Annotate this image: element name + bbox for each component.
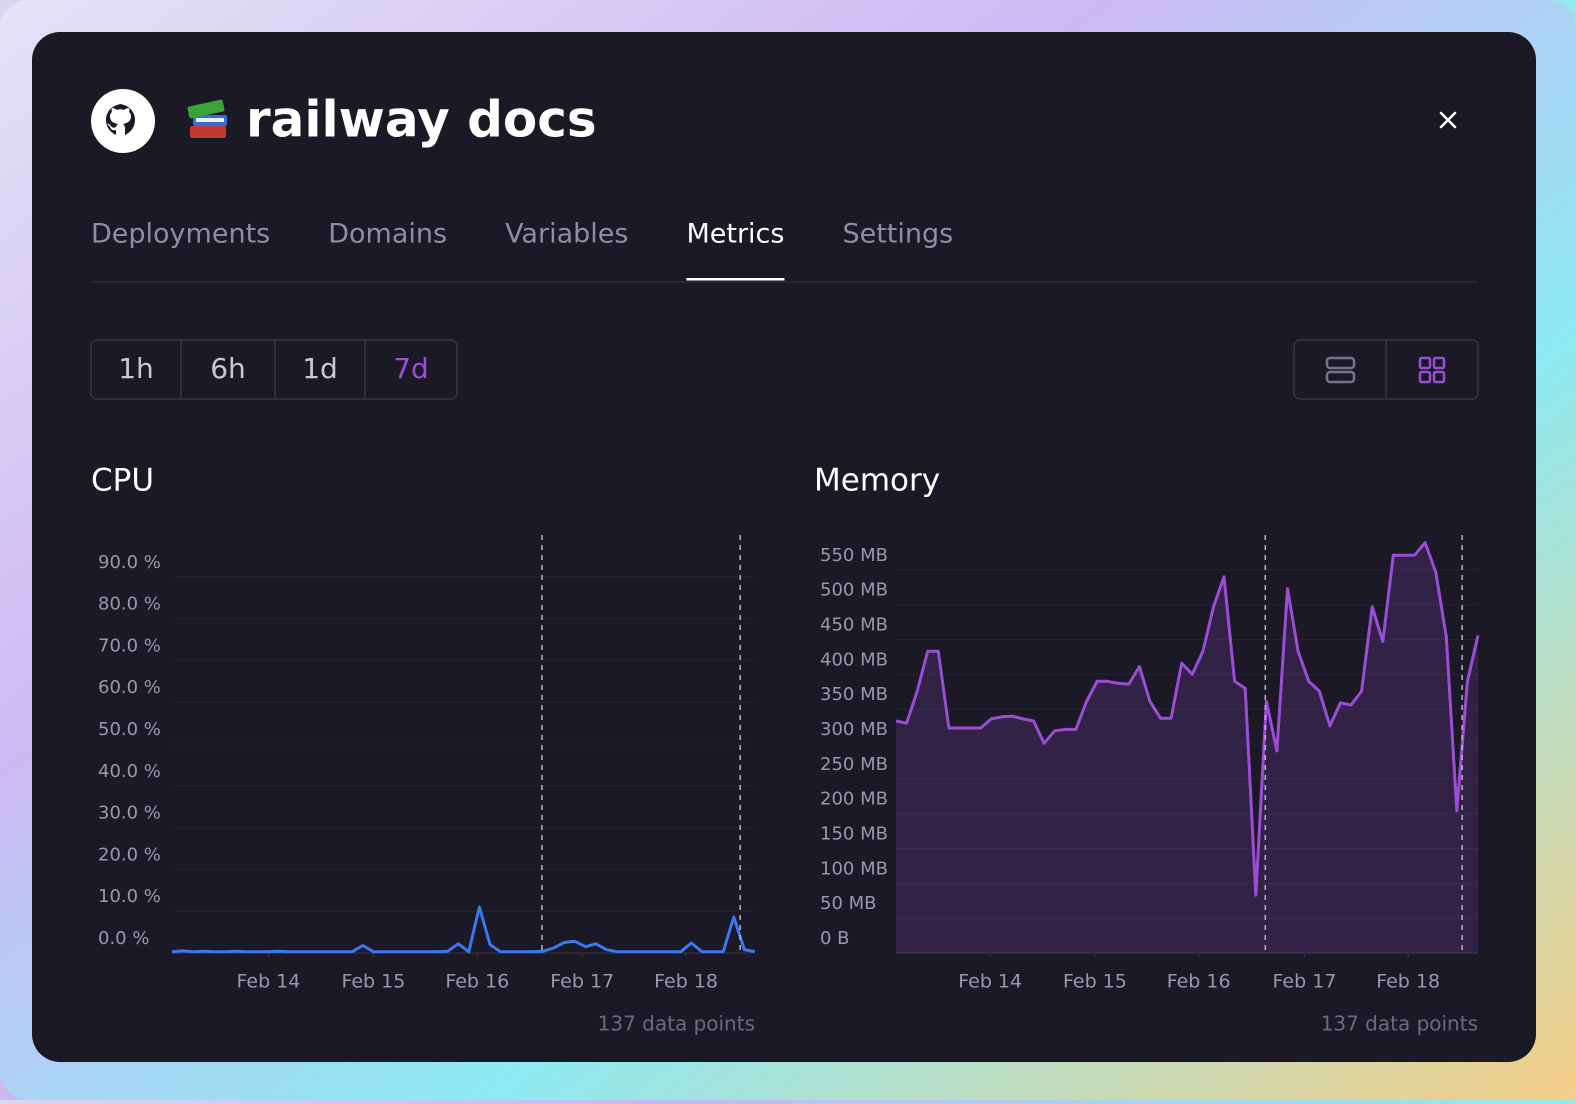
modal-card <box>32 32 1536 1062</box>
y-tick-label: 200 MB <box>820 789 888 810</box>
data-point-count: 137 data points <box>598 1012 755 1036</box>
area <box>896 542 1478 953</box>
y-tick-label: 0.0 % <box>98 928 149 949</box>
range-option[interactable]: 7d <box>393 352 429 385</box>
line <box>171 905 756 954</box>
tab[interactable]: Metrics <box>686 219 784 250</box>
x-tick-label: Feb 18 <box>654 971 718 993</box>
data-point-count: 137 data points <box>1321 1012 1478 1036</box>
x-tick-label: Feb 17 <box>550 971 614 993</box>
y-tick-label: 50.0 % <box>98 719 161 740</box>
y-tick-label: 70.0 % <box>98 635 161 656</box>
close-button[interactable] <box>1439 111 1457 129</box>
range-option[interactable]: 1h <box>118 352 154 385</box>
x-tick-label: Feb 17 <box>1273 971 1337 993</box>
y-tick-label: 550 MB <box>820 545 888 566</box>
y-tick-label: 250 MB <box>820 754 888 775</box>
y-tick-label: 90.0 % <box>98 552 161 573</box>
x-tick-label: Feb 14 <box>958 971 1022 993</box>
x-tick-label: Feb 16 <box>1167 971 1231 993</box>
github-icon <box>91 89 155 153</box>
range-option[interactable]: 1d <box>302 352 338 385</box>
y-tick-label: 400 MB <box>820 649 888 670</box>
range-option[interactable]: 6h <box>210 352 246 385</box>
y-tick-label: 20.0 % <box>98 844 161 865</box>
y-tick-label: 60.0 % <box>98 677 161 698</box>
y-tick-label: 300 MB <box>820 719 888 740</box>
y-tick-label: 0 B <box>820 928 850 949</box>
chart-title: CPU <box>91 463 154 499</box>
y-tick-label: 80.0 % <box>98 594 161 615</box>
x-tick-label: Feb 18 <box>1376 971 1440 993</box>
books-emoji <box>187 99 227 138</box>
y-tick-label: 150 MB <box>820 824 888 845</box>
layout-toggle <box>1293 339 1479 400</box>
tab-bar: Deployments Domains Variables Metrics Settin… <box>91 219 953 281</box>
service-title: railway docs <box>246 91 597 149</box>
active-tab-underline <box>686 278 785 281</box>
tab[interactable]: Settings <box>842 219 953 250</box>
grid-layout-button[interactable] <box>1418 356 1446 384</box>
x-tick-label: Feb 16 <box>445 971 509 993</box>
y-tick-label: 500 MB <box>820 580 888 601</box>
list-layout-button[interactable] <box>1325 356 1356 384</box>
x-tick-label: Feb 15 <box>1063 971 1127 993</box>
chart-title: Memory <box>814 463 940 499</box>
x-tick-label: Feb 14 <box>237 971 301 993</box>
tab[interactable]: Variables <box>505 219 628 250</box>
tab[interactable]: Deployments <box>91 219 270 250</box>
y-tick-label: 450 MB <box>820 615 888 636</box>
y-tick-label: 100 MB <box>820 858 888 879</box>
y-tick-label: 50 MB <box>820 893 877 914</box>
y-tick-label: 10.0 % <box>98 886 161 907</box>
x-tick-label: Feb 15 <box>341 971 405 993</box>
line <box>895 541 1480 897</box>
tab[interactable]: Domains <box>328 219 447 250</box>
range-selector: 1h 6h 1d 7d <box>90 339 458 400</box>
y-tick-label: 30.0 % <box>98 803 161 824</box>
y-tick-label: 40.0 % <box>98 761 161 782</box>
y-tick-label: 350 MB <box>820 684 888 705</box>
